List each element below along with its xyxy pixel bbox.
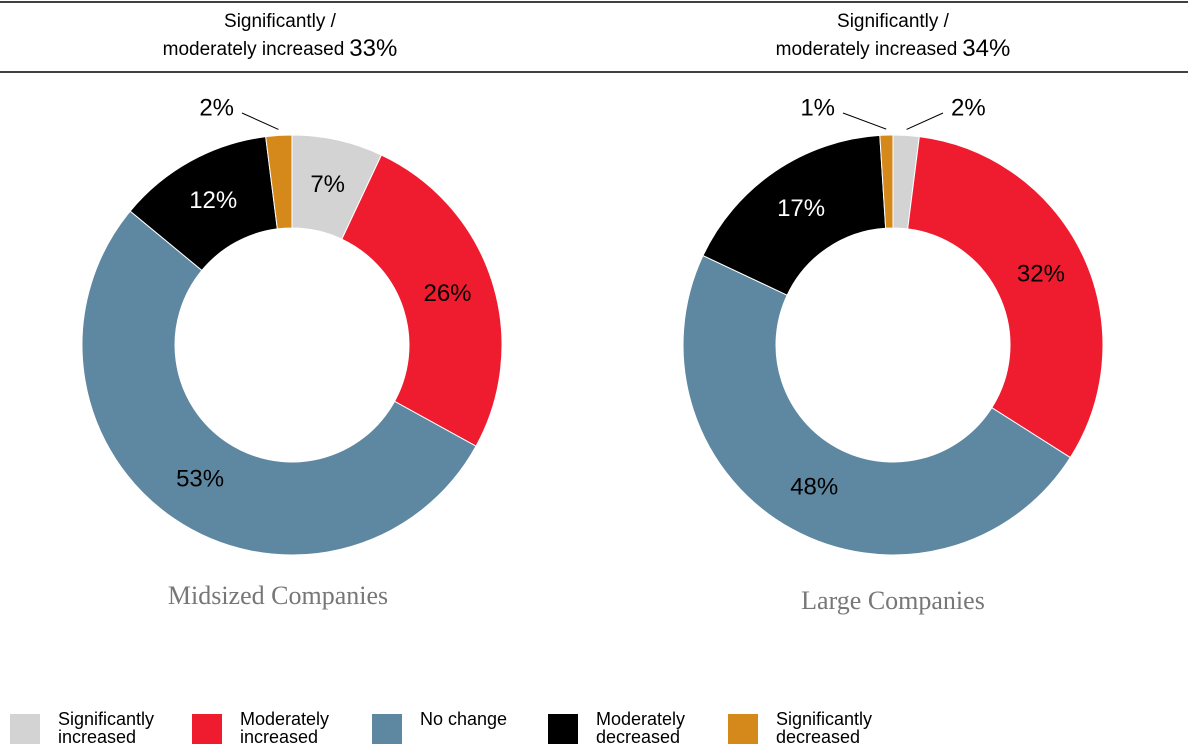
slice-label: 17%	[777, 195, 825, 222]
header-value: 33%	[349, 35, 397, 62]
slice-label: 7%	[310, 171, 345, 198]
leader-line	[241, 112, 279, 130]
chart-subtitle: Midsized Companies	[168, 581, 388, 610]
slice-label: 48%	[790, 474, 838, 501]
legend-label: Moderately increased	[240, 709, 330, 747]
legend-swatch	[192, 714, 222, 744]
chart-subtitle: Large Companies	[801, 586, 985, 615]
legend-label: Significantly increased	[58, 709, 155, 747]
legend-swatch	[10, 714, 40, 744]
slice-label: 2%	[199, 94, 234, 121]
chart: Significantly /moderately increased 33%Si…	[0, 1, 1188, 615]
leader-line	[842, 112, 887, 130]
slice	[907, 136, 1104, 459]
leader-line	[906, 112, 944, 130]
slice-label: 2%	[951, 94, 986, 121]
legend-swatch	[548, 714, 578, 744]
slice-label: 53%	[176, 466, 224, 493]
slice-label: 12%	[189, 187, 237, 214]
slice	[341, 154, 503, 447]
header-line: moderately increased 33%	[163, 35, 398, 62]
header-line: moderately increased 34%	[776, 35, 1011, 62]
legend-label: Significantly decreased	[776, 709, 873, 747]
slice-label: 26%	[423, 280, 471, 307]
legend-label: No change	[420, 709, 508, 729]
header-text: moderately increased	[776, 39, 958, 60]
slice	[682, 254, 1072, 556]
legend-swatch	[728, 714, 758, 744]
slice	[81, 210, 477, 556]
legend-swatch	[372, 714, 402, 744]
slice	[879, 134, 894, 229]
slice-label: 1%	[800, 94, 835, 121]
slice	[702, 134, 887, 296]
header-value: 34%	[962, 35, 1010, 62]
legend-label: Moderately decreased	[596, 709, 686, 747]
slice	[265, 134, 293, 230]
header-line: Significantly /	[224, 11, 337, 32]
legend: Significantly increased Moderately increa…	[0, 708, 1188, 752]
header-text: moderately increased	[163, 39, 345, 60]
header-line: Significantly /	[837, 11, 950, 32]
slice-label: 32%	[1017, 261, 1065, 288]
